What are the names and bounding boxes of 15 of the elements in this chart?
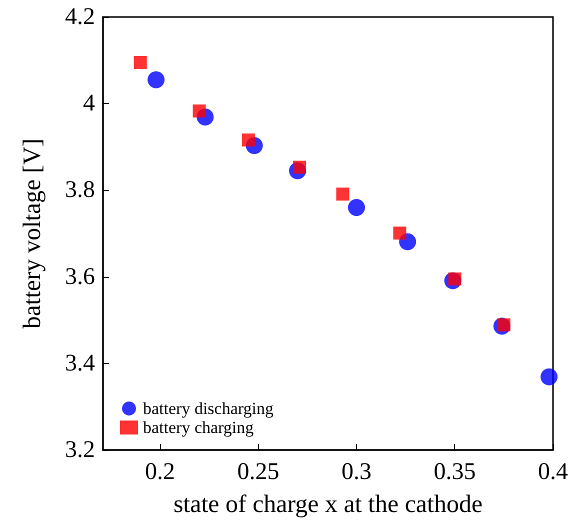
legend-label: battery discharging: [143, 399, 274, 418]
y-tick-label: 4.2: [65, 4, 95, 30]
x-tick-label: 0.25: [237, 459, 280, 485]
x-tick-label: 0.2: [144, 459, 175, 485]
y-axis-title: battery voltage [V]: [19, 138, 46, 329]
y-tick-label: 3.6: [65, 264, 95, 290]
x-tick-label: 0.4: [538, 459, 568, 485]
y-tick-label: 3.2: [65, 437, 95, 463]
y-tick-label: 3.4: [65, 350, 95, 376]
y-tick-label: 3.8: [65, 177, 95, 204]
x-axis-title: state of charge x at the cathode: [173, 491, 483, 518]
x-tick-label: 0.3: [341, 459, 372, 485]
legend-label: battery charging: [143, 418, 254, 437]
x-tick-label: 0.35: [434, 459, 476, 485]
y-tick-label: 4: [83, 90, 95, 117]
